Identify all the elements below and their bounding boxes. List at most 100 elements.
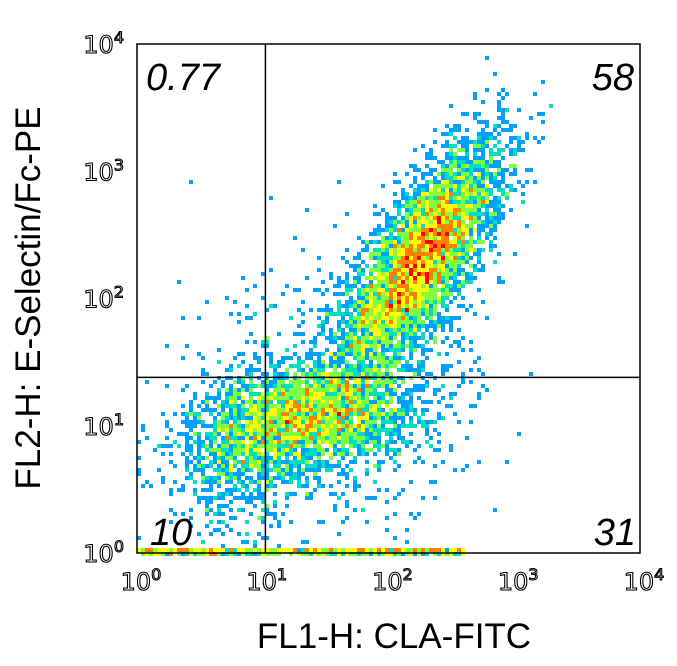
density-dot [369, 320, 373, 324]
density-dot [313, 440, 317, 444]
density-dot [397, 208, 401, 212]
quadrant-upper-left: 0.77 [146, 57, 222, 99]
density-dot [349, 452, 353, 456]
density-dot [417, 512, 421, 516]
density-dot [213, 400, 217, 404]
density-dot [249, 432, 253, 436]
density-dot [233, 356, 237, 360]
density-dot [425, 256, 429, 260]
density-dot [261, 416, 265, 420]
density-dot [241, 464, 245, 468]
density-dot [313, 368, 317, 372]
density-dot [421, 228, 425, 232]
density-dot [493, 184, 497, 188]
density-dot [265, 476, 269, 480]
density-dot [345, 272, 349, 276]
density-dot [289, 400, 293, 404]
density-dot [461, 284, 465, 288]
density-dot [365, 296, 369, 300]
density-dot [433, 448, 437, 452]
density-dot [429, 436, 433, 440]
density-dot [481, 372, 485, 376]
density-dot [321, 400, 325, 404]
density-dot [265, 432, 269, 436]
density-dot [225, 412, 229, 416]
density-dot [413, 388, 417, 392]
density-dot [429, 232, 433, 236]
density-dot [277, 396, 281, 400]
density-dot [481, 204, 485, 208]
density-dot [249, 420, 253, 424]
density-dot [197, 456, 201, 460]
density-dot [273, 476, 277, 480]
density-dot [329, 372, 333, 376]
density-dot [333, 364, 337, 368]
density-dot [297, 468, 301, 472]
density-dot [265, 480, 269, 484]
density-dot [425, 188, 429, 192]
density-dot [381, 352, 385, 356]
density-dot [397, 236, 401, 240]
density-dot [333, 504, 337, 508]
density-dot [493, 172, 497, 176]
density-dot [405, 212, 409, 216]
density-dot [405, 300, 409, 304]
density-dot [405, 240, 409, 244]
density-dot [433, 208, 437, 212]
density-dot [405, 264, 409, 268]
density-dot [453, 144, 457, 148]
density-dot [461, 240, 465, 244]
density-dot [249, 436, 253, 440]
density-dot [393, 284, 397, 288]
density-dot [465, 204, 469, 208]
density-dot [469, 244, 473, 248]
density-dot [469, 204, 473, 208]
density-dot [345, 384, 349, 388]
density-dot [441, 236, 445, 240]
density-dot [325, 388, 329, 392]
density-dot [429, 272, 433, 276]
density-dot [273, 432, 277, 436]
density-dot [417, 228, 421, 232]
density-dot [245, 412, 249, 416]
density-dot [441, 144, 445, 148]
density-dot [345, 464, 349, 468]
density-dot [165, 420, 169, 424]
density-dot [305, 464, 309, 468]
density-dot [433, 212, 437, 216]
density-dot [361, 296, 365, 300]
density-dot [337, 472, 341, 476]
density-dot [249, 404, 253, 408]
density-dot [217, 528, 221, 532]
density-dot [281, 392, 285, 396]
density-dot [317, 384, 321, 388]
density-dot [393, 296, 397, 300]
density-dot [313, 400, 317, 404]
density-dot [465, 184, 469, 188]
density-dot [345, 304, 349, 308]
density-dot [297, 424, 301, 428]
density-dot [329, 436, 333, 440]
density-dot [405, 256, 409, 260]
density-dot [445, 184, 449, 188]
density-dot [369, 428, 373, 432]
density-dot [177, 548, 181, 552]
density-dot [309, 308, 313, 312]
density-dot [473, 152, 477, 156]
density-dot [425, 372, 429, 376]
density-dot [433, 392, 437, 396]
density-dot [357, 364, 361, 368]
density-dot [453, 136, 457, 140]
density-dot [369, 408, 373, 412]
density-dot [361, 352, 365, 356]
density-dot [229, 448, 233, 452]
density-dot [249, 512, 253, 516]
density-dot [201, 480, 205, 484]
density-dot [185, 476, 189, 480]
density-dot [461, 372, 465, 376]
density-dot [457, 212, 461, 216]
density-dot [393, 268, 397, 272]
density-dot [401, 256, 405, 260]
density-dot [265, 440, 269, 444]
density-dot [281, 412, 285, 416]
